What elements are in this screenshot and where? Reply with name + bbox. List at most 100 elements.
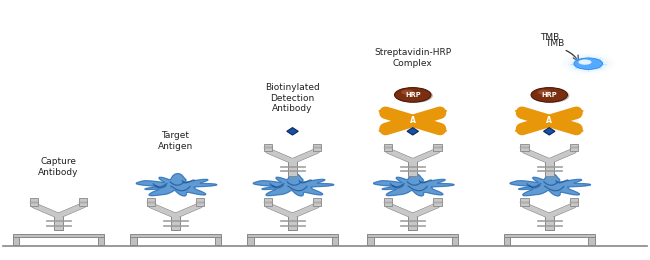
Text: Capture
Antibody: Capture Antibody xyxy=(38,157,79,177)
Bar xyxy=(569,147,578,148)
Polygon shape xyxy=(575,128,583,131)
Circle shape xyxy=(533,88,569,103)
Circle shape xyxy=(396,88,433,103)
Circle shape xyxy=(531,88,567,102)
Bar xyxy=(537,166,562,167)
Polygon shape xyxy=(136,174,217,196)
Bar xyxy=(280,225,305,226)
Bar xyxy=(452,237,458,245)
Polygon shape xyxy=(515,111,524,114)
Bar xyxy=(434,147,442,148)
Bar xyxy=(367,234,458,237)
Polygon shape xyxy=(510,174,591,196)
Polygon shape xyxy=(253,174,334,196)
Bar xyxy=(434,202,442,203)
Bar xyxy=(280,170,305,171)
Bar xyxy=(214,237,221,245)
Bar xyxy=(13,234,104,237)
Bar xyxy=(537,225,562,226)
Bar xyxy=(196,198,204,206)
Bar xyxy=(280,166,305,167)
Bar xyxy=(196,202,204,203)
Text: A: A xyxy=(546,116,552,125)
Bar xyxy=(264,144,272,151)
Bar xyxy=(537,170,562,171)
Bar xyxy=(54,216,63,230)
Bar xyxy=(384,147,392,148)
Bar xyxy=(367,237,374,245)
Bar xyxy=(384,198,392,206)
Bar xyxy=(400,170,425,171)
Bar xyxy=(521,147,529,148)
Bar xyxy=(264,202,272,203)
Circle shape xyxy=(572,57,604,70)
Bar xyxy=(98,237,104,245)
Bar xyxy=(313,202,321,203)
Bar xyxy=(280,220,305,221)
Text: TMB: TMB xyxy=(545,38,564,48)
Bar xyxy=(504,234,595,237)
Circle shape xyxy=(574,58,603,69)
Bar xyxy=(288,216,297,230)
Bar xyxy=(588,237,595,245)
Text: TMB: TMB xyxy=(540,32,559,42)
Circle shape xyxy=(567,55,609,72)
Polygon shape xyxy=(379,111,387,114)
Bar xyxy=(79,202,87,203)
Bar xyxy=(384,202,392,203)
Bar xyxy=(13,237,20,245)
Bar xyxy=(408,161,417,176)
Text: HRP: HRP xyxy=(541,92,557,98)
Bar xyxy=(147,198,155,206)
Bar xyxy=(408,216,417,230)
Polygon shape xyxy=(575,111,583,114)
Text: Target
Antigen: Target Antigen xyxy=(158,131,193,151)
Circle shape xyxy=(401,90,414,95)
Bar xyxy=(313,198,321,206)
Bar xyxy=(163,220,188,221)
Circle shape xyxy=(395,88,431,102)
Bar xyxy=(288,161,297,176)
Bar xyxy=(504,237,510,245)
Bar xyxy=(434,144,442,151)
Bar xyxy=(569,198,578,206)
Bar xyxy=(569,202,578,203)
Bar xyxy=(130,234,221,237)
Bar xyxy=(537,220,562,221)
Bar xyxy=(30,202,38,203)
Polygon shape xyxy=(373,174,454,196)
Text: Biotinylated
Detection
Antibody: Biotinylated Detection Antibody xyxy=(265,83,320,113)
Text: A: A xyxy=(410,116,416,125)
Bar xyxy=(313,147,321,148)
Bar xyxy=(521,202,529,203)
Bar xyxy=(521,144,529,151)
Bar xyxy=(264,198,272,206)
Circle shape xyxy=(578,60,592,65)
Bar xyxy=(332,237,338,245)
Bar xyxy=(46,220,71,221)
Bar xyxy=(30,198,38,206)
Bar xyxy=(79,198,87,206)
Bar xyxy=(247,234,338,237)
Bar xyxy=(247,237,254,245)
Bar xyxy=(545,161,554,176)
Polygon shape xyxy=(543,128,555,135)
Bar xyxy=(46,225,71,226)
Bar xyxy=(569,144,578,151)
Bar xyxy=(521,198,529,206)
Bar xyxy=(400,166,425,167)
Bar xyxy=(400,220,425,221)
Polygon shape xyxy=(515,128,524,131)
Bar xyxy=(384,144,392,151)
Polygon shape xyxy=(438,111,447,114)
Bar xyxy=(545,216,554,230)
Polygon shape xyxy=(438,128,447,131)
Polygon shape xyxy=(407,128,419,135)
Bar xyxy=(434,198,442,206)
Bar xyxy=(130,237,136,245)
Text: HRP: HRP xyxy=(405,92,421,98)
Bar xyxy=(171,216,180,230)
Bar xyxy=(147,202,155,203)
Circle shape xyxy=(562,53,614,74)
Bar xyxy=(264,147,272,148)
